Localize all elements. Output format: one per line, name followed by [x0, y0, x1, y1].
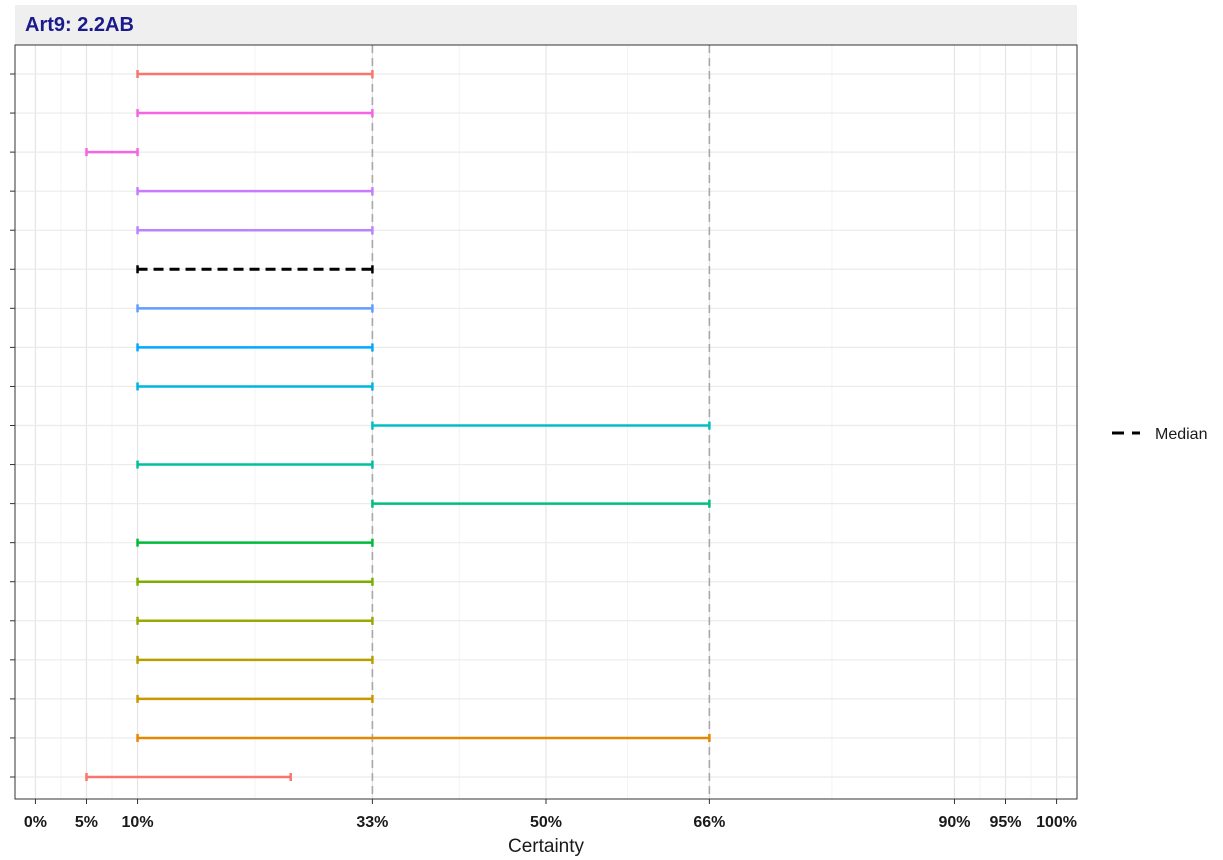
interval: [136, 304, 374, 313]
x-tick-label: 95%: [990, 814, 1022, 831]
interval: [85, 148, 139, 157]
grid: [15, 45, 1077, 799]
intervals: [85, 70, 711, 781]
x-tick-label: 100%: [1036, 814, 1077, 831]
x-tick-label: 5%: [75, 814, 98, 831]
interval: [371, 421, 711, 430]
x-tick-label: 50%: [530, 814, 562, 831]
legend: Median: [1112, 426, 1207, 443]
x-tick-label: 90%: [938, 814, 970, 831]
interval: [136, 343, 374, 352]
interval: [136, 538, 374, 547]
interval: [136, 187, 374, 196]
median-interval: [136, 265, 374, 274]
x-tick-label: 10%: [122, 814, 154, 831]
interval: [371, 499, 711, 508]
interval: [136, 616, 374, 625]
interval: [136, 694, 374, 703]
chart-title: Art9: 2.2AB: [25, 14, 134, 36]
interval: [136, 226, 374, 235]
x-tick-label: 66%: [693, 814, 725, 831]
interval: [136, 109, 374, 118]
interval: [136, 460, 374, 469]
interval: [136, 382, 374, 391]
x-ticks: 0% 5% 10% 33% 50% 66% 90% 95% 100%: [24, 799, 1077, 831]
y-ticks: [10, 73, 15, 778]
interval: [136, 70, 374, 78]
interval: [136, 577, 374, 586]
interval: [85, 773, 292, 781]
x-axis-label: Certainty: [508, 836, 585, 857]
x-tick-label: 33%: [356, 814, 388, 831]
facet-strip: Art9: 2.2AB: [15, 5, 1077, 45]
legend-median-label: Median: [1155, 426, 1207, 443]
interval: [136, 655, 374, 664]
interval: [136, 733, 711, 742]
reference-lines: [371, 45, 711, 799]
x-tick-label: 0%: [24, 814, 47, 831]
